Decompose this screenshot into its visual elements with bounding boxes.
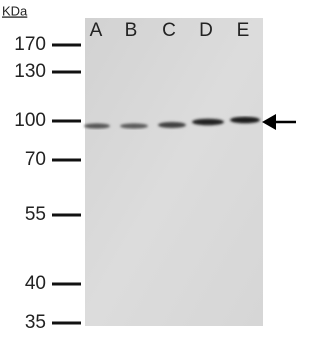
lane-label: B <box>125 20 138 41</box>
bands <box>84 116 260 129</box>
unit-label: KDa <box>2 3 28 18</box>
marker-label: 170 <box>14 34 46 55</box>
lane-label: A <box>90 20 103 41</box>
band <box>84 123 110 129</box>
marker-label: 40 <box>25 273 46 294</box>
membrane <box>85 18 263 326</box>
marker-label: 70 <box>25 149 46 170</box>
lane-label: E <box>237 20 250 41</box>
band <box>230 116 260 124</box>
arrow <box>262 114 296 130</box>
band <box>120 123 148 129</box>
marker-label: 55 <box>25 204 46 225</box>
lane-label: D <box>199 20 213 41</box>
band <box>192 118 224 126</box>
arrow-head <box>262 114 276 130</box>
band <box>158 122 186 128</box>
marker-label: 130 <box>14 61 46 82</box>
western-blot: KDa 170 130 100 70 55 40 35 A B C D E <box>2 3 296 333</box>
marker-label: 100 <box>14 110 46 131</box>
marker-label: 35 <box>25 312 46 333</box>
lane-label: C <box>162 20 176 41</box>
